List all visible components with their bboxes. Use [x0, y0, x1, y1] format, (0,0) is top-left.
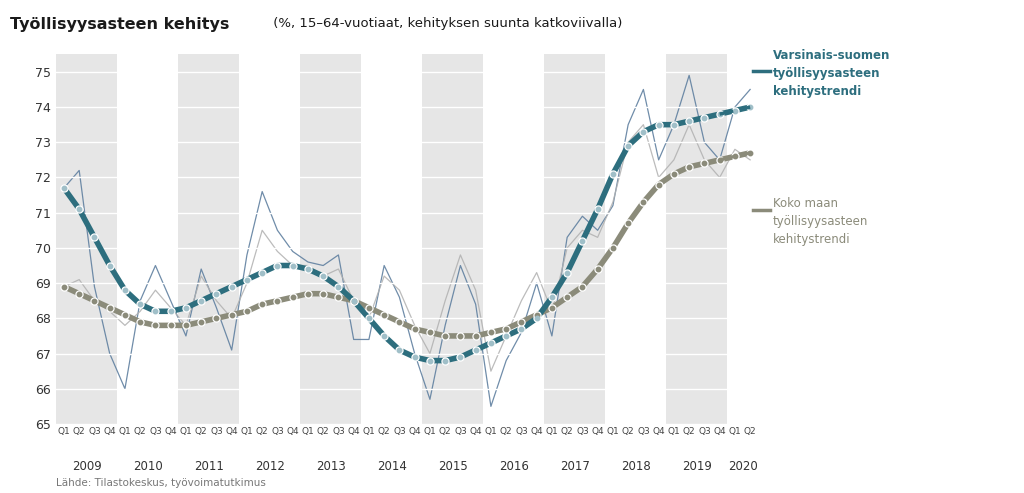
Bar [178, 54, 240, 424]
Bar [300, 54, 361, 424]
Text: 2020: 2020 [728, 460, 758, 473]
Text: 2012: 2012 [255, 460, 285, 473]
Text: 2009: 2009 [72, 460, 101, 473]
Text: 2017: 2017 [560, 460, 590, 473]
Text: Työllisyysasteen kehitys: Työllisyysasteen kehitys [10, 17, 229, 32]
Bar [545, 54, 605, 424]
Text: 2014: 2014 [377, 460, 407, 473]
Text: 2013: 2013 [316, 460, 346, 473]
Text: 2010: 2010 [133, 460, 163, 473]
Bar [422, 54, 483, 424]
Text: 2019: 2019 [682, 460, 712, 473]
Text: Varsinais-suomen
työllisyysasteen
kehitystrendi: Varsinais-suomen työllisyysasteen kehity… [773, 49, 891, 98]
Text: Lähde: Tilastokeskus, työvoimatutkimus: Lähde: Tilastokeskus, työvoimatutkimus [56, 478, 266, 488]
Bar [667, 54, 727, 424]
Text: 2011: 2011 [194, 460, 224, 473]
Text: Koko maan
työllisyysasteen
kehitystrendi: Koko maan työllisyysasteen kehitystrendi [773, 197, 868, 246]
Text: 2018: 2018 [621, 460, 650, 473]
Text: 2015: 2015 [438, 460, 468, 473]
Text: (%, 15–64-vuotiaat, kehityksen suunta katkoviivalla): (%, 15–64-vuotiaat, kehityksen suunta ka… [269, 17, 623, 30]
Text: 2016: 2016 [499, 460, 528, 473]
Bar [56, 54, 118, 424]
